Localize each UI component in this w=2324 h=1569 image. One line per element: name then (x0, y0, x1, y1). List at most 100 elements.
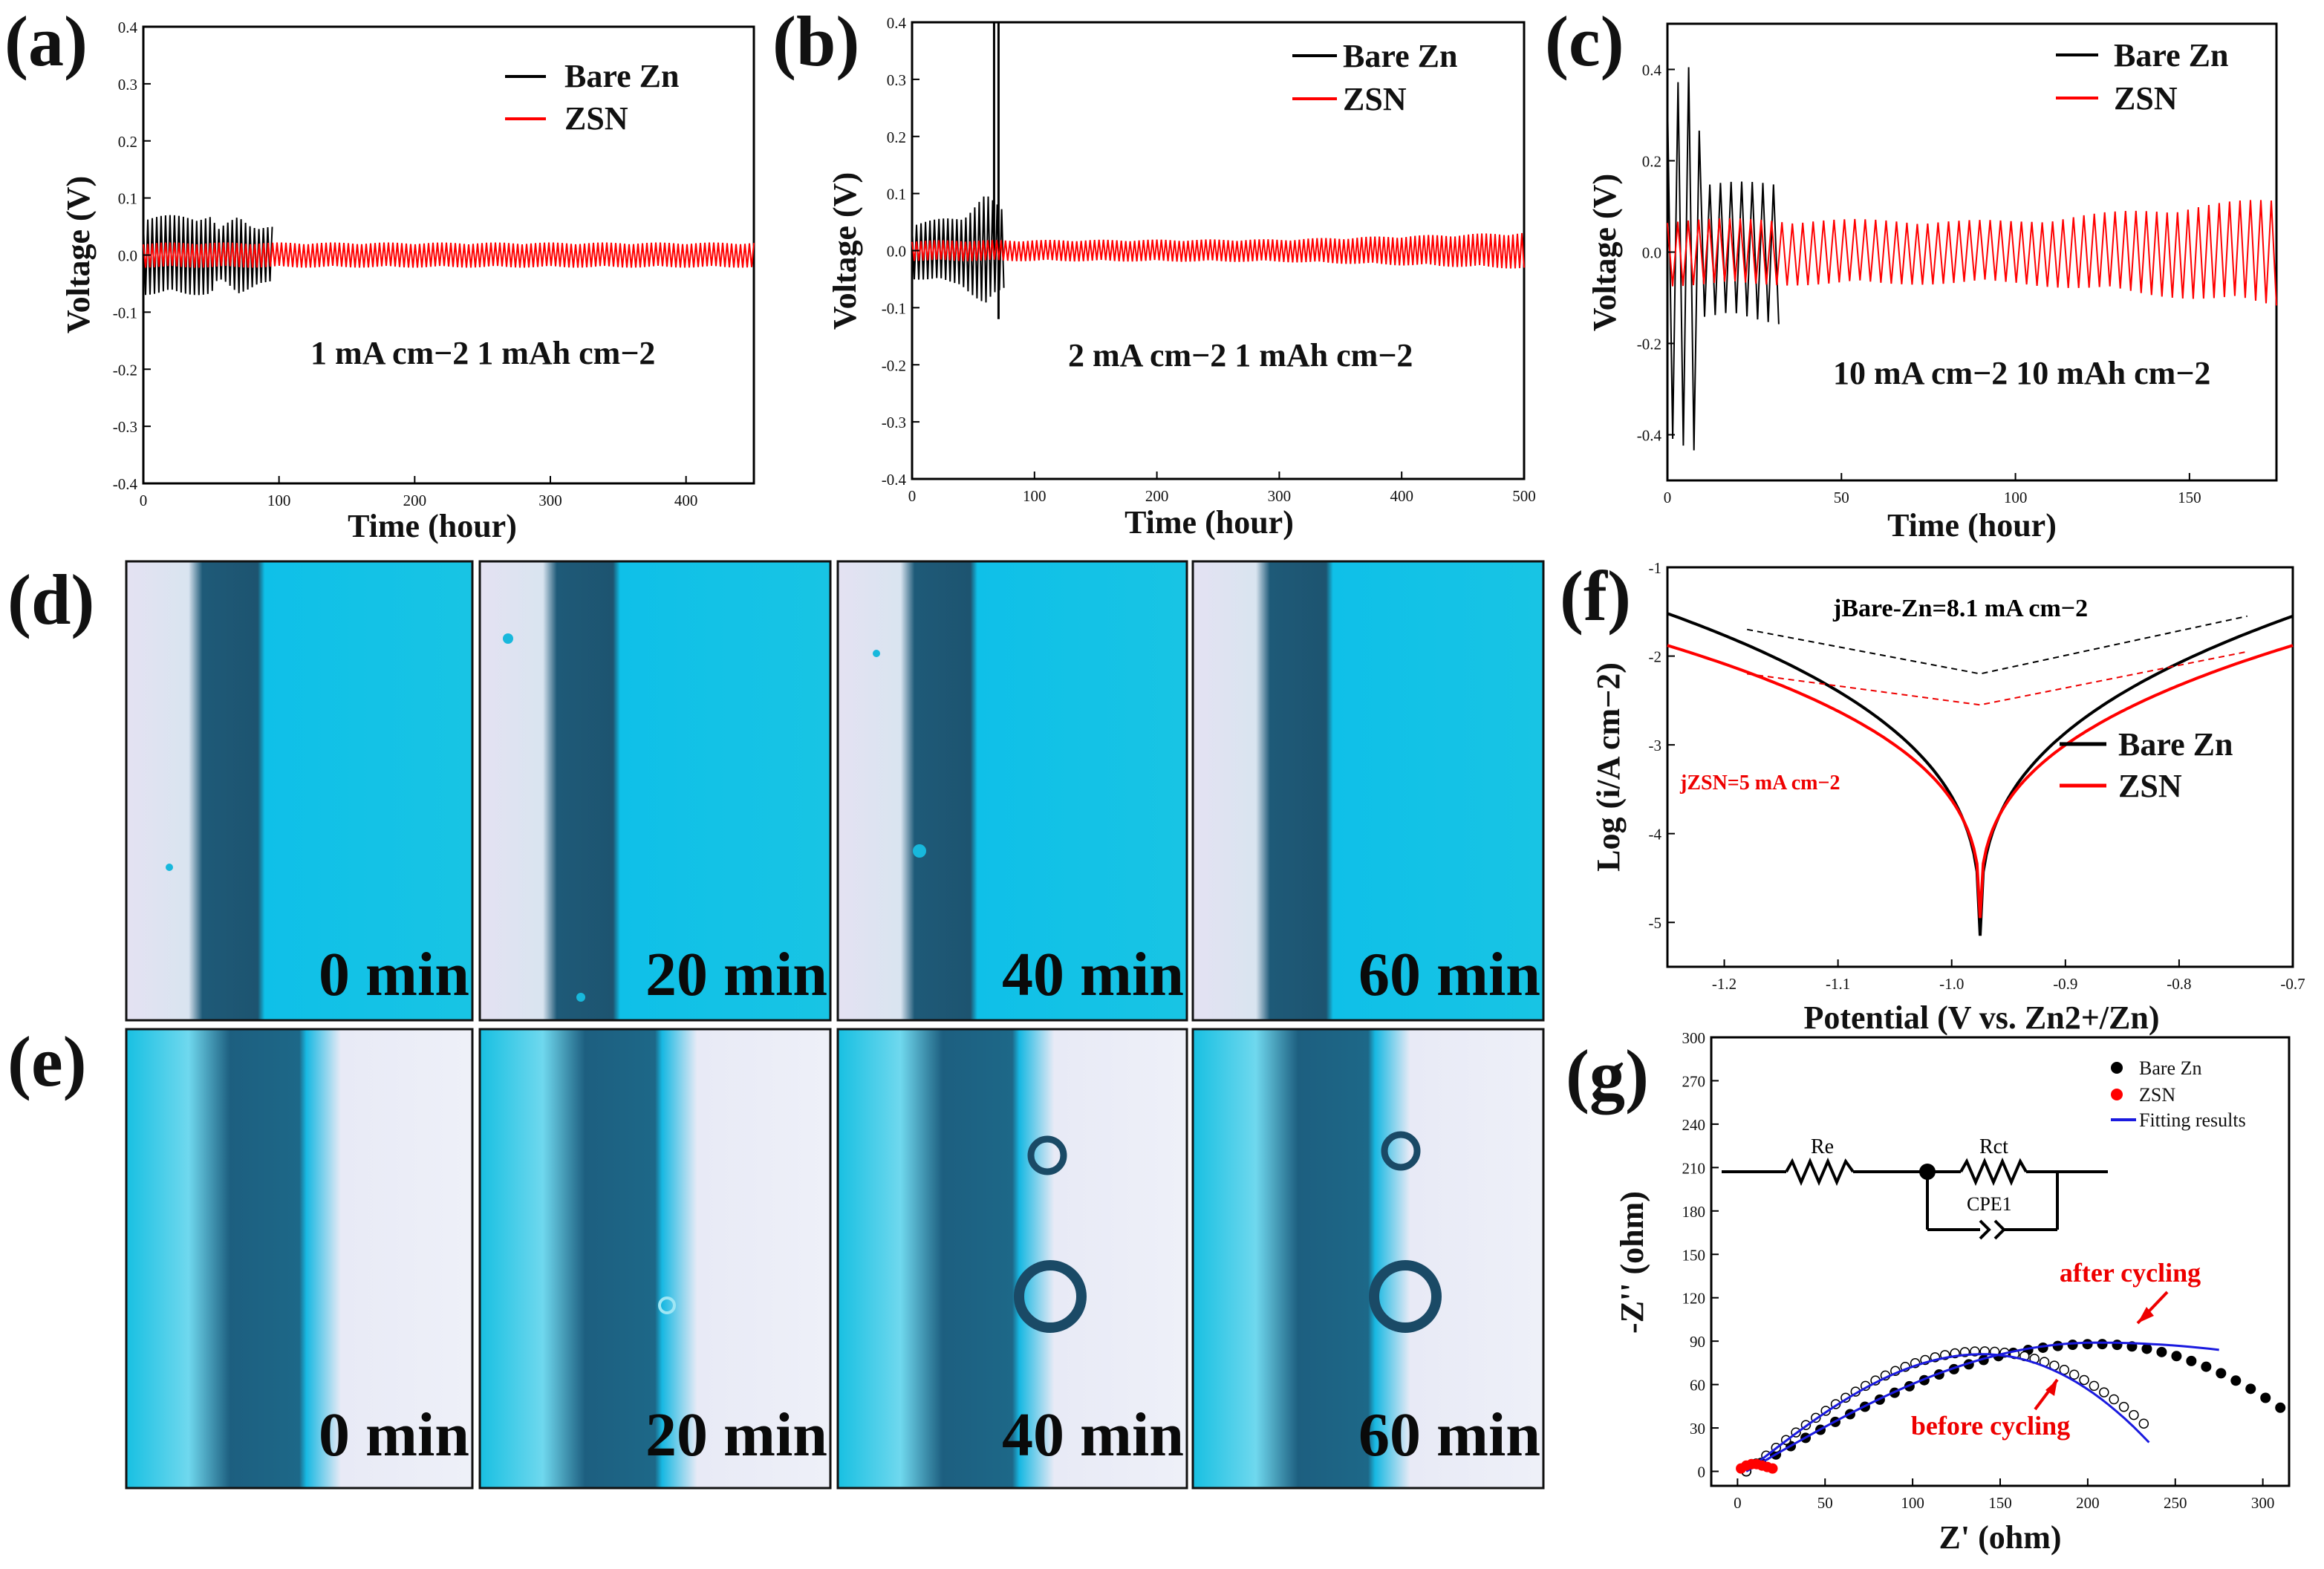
panel-label-a: (a) (4, 1, 88, 81)
x-tick-label-g-4: 200 (2076, 1494, 2100, 1512)
x-tick-label-b-2: 200 (1145, 487, 1169, 505)
ticks-c: 0 50 100 150 -0.4 -0.2 0.0 0.2 0.4 (1637, 62, 2201, 507)
point-bare-zn-after-29 (2171, 1351, 2182, 1362)
x-tick-label-g-0: 0 (1734, 1494, 1742, 1512)
tangent-zsn (1747, 650, 2247, 706)
y-tick-label-g-0: 0 (1698, 1464, 1706, 1481)
series-layer-b (911, 21, 1525, 319)
point-bare-zn-after-30 (2186, 1355, 2197, 1366)
y-axis-label-f: Log (i/A cm−2) (1590, 662, 1627, 872)
equivalent-circuit: Re Rct CPE1 (1722, 1135, 2108, 1240)
legend-label-zsn-b: ZSN (1343, 81, 1407, 117)
micro-d-0-time: 0 min (319, 940, 469, 1009)
micro-d-40-time: 40 min (1002, 940, 1184, 1009)
x-tick-label-f-4: -0.8 (2167, 975, 2191, 993)
legend-label-bare-b: Bare Zn (1343, 38, 1457, 74)
y-tick-label-b-5: 0.1 (887, 186, 906, 203)
point-zsn-6 (1767, 1463, 1778, 1474)
tafel-bare-zn (1667, 612, 2294, 936)
y-tick-label-b-6: 0.2 (887, 128, 906, 146)
point-bare-zn-before-38 (2118, 1401, 2129, 1412)
y-tick-label-b-2: -0.2 (882, 356, 906, 374)
y-tick-label-b-1: -0.3 (882, 414, 906, 431)
legend-label-zsn-g: ZSN (2139, 1084, 2175, 1106)
panel-c: (c) 0 50 100 150 -0.4 -0.2 0.0 0.2 0.4 Time (hou… (1545, 1, 2278, 544)
x-tick-label-b-0: 0 (908, 487, 917, 505)
y-tick-label-a-3: -0.1 (113, 304, 137, 322)
legend-label-fit-g: Fitting results (2139, 1109, 2246, 1131)
arrowhead-after-cycling (2138, 1307, 2154, 1323)
y-tick-label-b-0: -0.4 (882, 471, 907, 489)
point-bare-zn-after-35 (2260, 1392, 2271, 1403)
y-tick-label-g-6: 180 (1682, 1203, 1706, 1221)
point-bare-zn-after-34 (2245, 1383, 2256, 1395)
y-tick-label-c-1: -0.2 (1637, 336, 1661, 353)
y-tick-label-g-3: 90 (1690, 1333, 1705, 1351)
tangent-bare-zn (1746, 615, 2247, 675)
x-tick-label-f-0: -1.2 (1712, 975, 1737, 993)
point-bare-zn-after-27 (2141, 1343, 2152, 1354)
x-tick-label-a-1: 100 (267, 492, 291, 509)
legend-label-bare-c: Bare Zn (2114, 37, 2228, 74)
series-zsn-c (1667, 200, 2277, 306)
micro-e-60-time: 60 min (1358, 1400, 1540, 1469)
legend-label-zsn-f: ZSN (2118, 768, 2182, 804)
point-bare-zn-before-34 (2079, 1374, 2089, 1386)
series-layer-g (1736, 1339, 2286, 1477)
y-tick-label-g-10: 300 (1682, 1029, 1706, 1047)
y-tick-label-c-0: -0.4 (1637, 427, 1662, 445)
x-axis-label-c: Time (hour) (1887, 507, 2057, 544)
micro-e-0: 0 min (125, 1028, 474, 1490)
micro-e-40: 40 min (836, 1028, 1188, 1490)
circuit-cpe-label: CPE1 (1967, 1193, 2012, 1215)
series-zsn-b (911, 232, 1525, 269)
y-tick-label-a-2: -0.2 (113, 361, 137, 379)
series-layer-c (1667, 67, 2277, 451)
x-tick-label-b-4: 400 (1390, 487, 1413, 505)
panel-a: (a) 0 100 200 300 400-0.4-0.3-0.2-0.10.00.10… (4, 1, 755, 544)
annotation-before-cycling: before cycling (1911, 1411, 2070, 1441)
point-bare-zn-before-33 (2069, 1369, 2080, 1380)
y-tick-label-a-6: 0.2 (118, 133, 137, 151)
point-bare-zn-after-25 (2112, 1340, 2123, 1351)
x-tick-label-c-1: 50 (1834, 489, 1849, 506)
y-tick-label-f-3: -4 (1649, 826, 1662, 844)
y-tick-label-c-2: 0.0 (1642, 244, 1661, 262)
x-tick-label-a-2: 200 (403, 492, 427, 509)
y-tick-label-g-9: 270 (1682, 1072, 1706, 1090)
x-tick-label-b-3: 300 (1268, 487, 1292, 505)
micro-d-60-time: 60 min (1358, 940, 1540, 1009)
x-tick-label-g-3: 150 (1988, 1494, 2012, 1512)
fit-after-cycling (1745, 1341, 2219, 1472)
x-tick-label-b-5: 500 (1512, 487, 1536, 505)
y-tick-label-g-4: 120 (1682, 1290, 1706, 1308)
x-tick-label-c-0: 0 (1664, 489, 1672, 506)
x-tick-label-f-5: -0.7 (2280, 975, 2305, 993)
y-tick-label-a-7: 0.3 (118, 76, 137, 94)
annotation-zsn-f: jZSN=5 mA cm−2 (1679, 772, 1840, 795)
x-tick-label-a-0: 0 (140, 492, 148, 509)
panel-label-b: (b) (772, 1, 859, 81)
y-axis-label-c: Voltage (V) (1586, 174, 1623, 331)
y-tick-label-g-2: 60 (1690, 1377, 1705, 1395)
y-tick-label-f-0: -1 (1649, 559, 1662, 577)
legend-label-bare-f: Bare Zn (2118, 726, 2233, 763)
point-bare-zn-after-24 (2097, 1339, 2108, 1350)
micro-e-40-time: 40 min (1002, 1400, 1184, 1469)
tafel-zsn (1667, 644, 2294, 919)
ticks-g: 0 50 100 150 200 250 300 0 30 60 90 120 150 180 210 240… (1682, 1029, 2275, 1512)
annotation-after-cycling: after cycling (2060, 1258, 2201, 1288)
x-tick-label-a-4: 400 (674, 492, 698, 509)
x-axis-label-f: Potential (V vs. Zn2+/Zn) (1804, 999, 2160, 1036)
legend-label-bare-a: Bare Zn (564, 58, 679, 94)
ticks-b: 0 100 200 300 400 500 -0.4 -0.3 -0.2 -0.1 0.0 0.1 0.… (882, 14, 1536, 505)
micro-e-60: 60 min (1191, 1028, 1545, 1490)
micro-d-60: 60 min (1191, 560, 1545, 1022)
x-tick-label-c-2: 100 (2004, 489, 2028, 506)
y-tick-label-g-7: 210 (1682, 1159, 1706, 1177)
y-tick-label-a-0: -0.4 (113, 475, 138, 493)
x-tick-label-g-5: 250 (2164, 1494, 2187, 1512)
panel-label-f: (f) (1560, 556, 1631, 636)
panel-label-c: (c) (1545, 1, 1624, 81)
